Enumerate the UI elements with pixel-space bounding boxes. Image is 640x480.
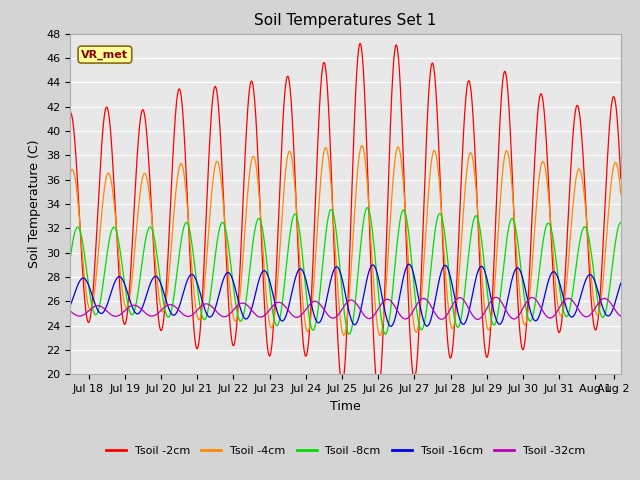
Tsoil -4cm	[312, 259, 319, 264]
Tsoil -16cm	[312, 316, 319, 322]
Tsoil -4cm	[358, 143, 366, 148]
Line: Tsoil -32cm: Tsoil -32cm	[70, 297, 621, 319]
Tsoil -32cm	[617, 313, 625, 319]
Tsoil -4cm	[132, 240, 140, 246]
Tsoil -2cm	[67, 110, 74, 116]
Tsoil -2cm	[381, 299, 388, 304]
Legend: Tsoil -2cm, Tsoil -4cm, Tsoil -8cm, Tsoil -16cm, Tsoil -32cm: Tsoil -2cm, Tsoil -4cm, Tsoil -8cm, Tsoi…	[102, 441, 589, 460]
Tsoil -4cm	[300, 311, 308, 316]
Tsoil -2cm	[132, 183, 140, 189]
Tsoil -8cm	[132, 304, 140, 310]
Tsoil -4cm	[381, 307, 388, 312]
Tsoil -8cm	[312, 323, 319, 329]
Tsoil -2cm	[312, 201, 319, 207]
Tsoil -2cm	[321, 63, 329, 69]
Line: Tsoil -16cm: Tsoil -16cm	[70, 264, 621, 326]
Tsoil -16cm	[405, 262, 413, 267]
Tsoil -16cm	[380, 302, 387, 308]
Tsoil -16cm	[387, 324, 395, 329]
Tsoil -16cm	[67, 302, 74, 308]
Tsoil -32cm	[321, 309, 329, 314]
Tsoil -8cm	[109, 225, 117, 230]
Tsoil -8cm	[364, 205, 371, 211]
Tsoil -4cm	[67, 170, 74, 176]
Tsoil -32cm	[474, 316, 481, 322]
Tsoil -8cm	[345, 331, 353, 337]
Tsoil -8cm	[300, 268, 308, 274]
Tsoil -4cm	[617, 191, 625, 197]
Tsoil -16cm	[109, 284, 117, 289]
Tsoil -32cm	[312, 299, 319, 304]
Text: VR_met: VR_met	[81, 49, 129, 60]
Tsoil -2cm	[617, 176, 625, 181]
Tsoil -4cm	[109, 191, 117, 196]
Tsoil -32cm	[380, 298, 387, 304]
Tsoil -2cm	[356, 41, 364, 47]
Tsoil -8cm	[617, 219, 625, 225]
Line: Tsoil -2cm: Tsoil -2cm	[70, 44, 621, 392]
Tsoil -16cm	[132, 310, 140, 316]
Title: Soil Temperatures Set 1: Soil Temperatures Set 1	[255, 13, 436, 28]
Tsoil -32cm	[492, 294, 500, 300]
Tsoil -32cm	[132, 302, 140, 308]
Line: Tsoil -4cm: Tsoil -4cm	[70, 145, 621, 336]
Tsoil -8cm	[381, 330, 388, 336]
Tsoil -4cm	[321, 145, 329, 151]
Y-axis label: Soil Temperature (C): Soil Temperature (C)	[28, 140, 41, 268]
Tsoil -32cm	[300, 309, 308, 315]
Tsoil -4cm	[376, 333, 384, 338]
Tsoil -32cm	[67, 308, 74, 314]
Tsoil -16cm	[617, 280, 625, 286]
Tsoil -16cm	[300, 271, 308, 276]
Tsoil -8cm	[321, 237, 329, 242]
X-axis label: Time: Time	[330, 400, 361, 413]
Line: Tsoil -8cm: Tsoil -8cm	[70, 208, 621, 334]
Tsoil -32cm	[109, 313, 117, 319]
Tsoil -16cm	[321, 303, 329, 309]
Tsoil -8cm	[67, 254, 74, 260]
Tsoil -2cm	[109, 165, 117, 170]
Tsoil -2cm	[374, 389, 382, 395]
Tsoil -2cm	[300, 346, 308, 352]
